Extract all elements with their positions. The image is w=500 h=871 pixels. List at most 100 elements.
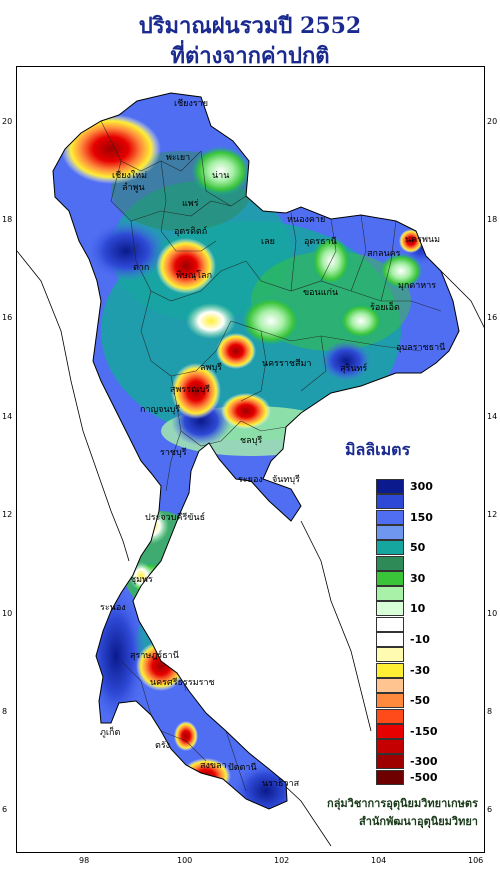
right-tick-10: 10 bbox=[487, 609, 498, 618]
place-label-nakhonphanom: นครพนม bbox=[405, 235, 441, 245]
place-label-phrae: แพร่ bbox=[182, 199, 199, 209]
place-label-prachuap: ประจวบคีรีขันธ์ bbox=[145, 513, 206, 523]
place-label-lamphun: ลำพูน bbox=[122, 183, 145, 193]
right-tick-20: 20 bbox=[487, 117, 498, 126]
place-label-narathiwat: นราธิวาส bbox=[262, 779, 300, 789]
place-label-nakhonratchasima: นครราชสีมา bbox=[262, 359, 312, 369]
right-tick-16: 16 bbox=[487, 313, 498, 322]
left-tick-10: 10 bbox=[2, 609, 13, 618]
place-label-khonkaen: ขอนแก่น bbox=[303, 288, 339, 298]
left-tick-14: 14 bbox=[2, 412, 13, 421]
place-label-chanthaburi: จันทบุรี bbox=[272, 475, 300, 485]
legend-swatch bbox=[376, 662, 404, 678]
footer-line2: สำนักพัฒนาอุตุนิยมวิทยา bbox=[359, 815, 478, 828]
bottom-tick-98: 98 bbox=[79, 856, 90, 865]
place-label-pattani: ปัตตานี bbox=[228, 763, 257, 773]
left-tick-12: 12 bbox=[2, 510, 13, 519]
place-label-chumphon: ชุมพร bbox=[130, 575, 153, 585]
legend-label: 10 bbox=[410, 602, 426, 616]
legend-label: 30 bbox=[410, 571, 426, 585]
place-label-chiangmai: เชียงใหม่ bbox=[112, 171, 148, 181]
province-boundaries bbox=[100, 120, 442, 792]
legend-swatch bbox=[376, 677, 404, 693]
legend-label: -300 bbox=[410, 755, 438, 769]
legend-swatch bbox=[376, 739, 404, 755]
place-label-chiangrai: เชียงราย bbox=[174, 99, 209, 109]
legend-swatch bbox=[376, 555, 404, 571]
bottom-tick-106: 106 bbox=[468, 856, 484, 865]
footer-line1: กลุ่มวิชาการอุตุนิยมวิทยาเกษตร bbox=[327, 797, 478, 810]
place-label-mukdahan: มุกดาหาร bbox=[398, 281, 437, 291]
left-tick-20: 20 bbox=[2, 117, 13, 126]
place-label-trang: ตรัง bbox=[155, 741, 171, 751]
map-frame bbox=[16, 66, 485, 853]
right-tick-8: 8 bbox=[487, 707, 493, 716]
legend-swatch bbox=[376, 586, 404, 602]
legend-swatch bbox=[376, 494, 404, 510]
left-tick-16: 16 bbox=[2, 313, 13, 322]
place-label-rayong: ระยอง bbox=[238, 475, 263, 485]
place-label-chonburi: ชลบุรี bbox=[240, 436, 263, 446]
right-tick-18: 18 bbox=[487, 215, 498, 224]
place-label-nan: น่าน bbox=[212, 171, 230, 181]
legend-label: -30 bbox=[410, 663, 430, 677]
laos-border-line bbox=[440, 270, 484, 328]
left-tick-8: 8 bbox=[2, 707, 8, 716]
place-label-roiet: ร้อยเอ็ด bbox=[370, 303, 400, 313]
place-label-sakonnakhon: สกลนคร bbox=[367, 249, 401, 259]
legend-swatch bbox=[376, 708, 404, 724]
legend-label: 150 bbox=[410, 510, 433, 524]
legend-swatch bbox=[376, 540, 404, 556]
bottom-tick-100: 100 bbox=[177, 856, 193, 865]
legend-label: -10 bbox=[410, 633, 430, 646]
left-tick-6: 6 bbox=[2, 805, 8, 814]
place-label-songkhla: สงขลา bbox=[200, 761, 227, 771]
legend-swatch bbox=[376, 524, 404, 540]
right-tick-12: 12 bbox=[487, 510, 498, 519]
legend-swatch bbox=[376, 647, 404, 663]
legend-swatch bbox=[376, 479, 404, 494]
place-label-loei: เลย bbox=[261, 237, 275, 247]
legend-swatch bbox=[376, 754, 404, 770]
bottom-tick-102: 102 bbox=[274, 856, 290, 865]
thailand-border bbox=[52, 92, 460, 810]
right-tick-14: 14 bbox=[487, 412, 498, 421]
legend-swatch bbox=[376, 616, 404, 632]
bottom-tick-104: 104 bbox=[371, 856, 387, 865]
place-label-surin: สุรินทร์ bbox=[340, 364, 368, 374]
place-label-nakhonsithammarat: นครศรีธรรมราช bbox=[150, 678, 215, 688]
legend-swatch bbox=[376, 509, 404, 525]
place-label-tak: ตาก bbox=[133, 263, 150, 273]
place-label-ubon: อุบลราชธานี bbox=[396, 343, 446, 353]
left-tick-18: 18 bbox=[2, 215, 13, 224]
place-label-ratchaburi: ราชบุรี bbox=[160, 448, 187, 458]
legend-label: -500 bbox=[410, 770, 438, 784]
place-label-phayao: พะเยา bbox=[166, 153, 191, 163]
legend-title: มิลลิเมตร bbox=[345, 440, 411, 459]
legend-swatch bbox=[376, 601, 404, 617]
legend-label: 50 bbox=[410, 541, 426, 555]
right-tick-6: 6 bbox=[487, 805, 493, 814]
place-label-uttaradit: อุตรดิตถ์ bbox=[174, 227, 208, 237]
place-label-udonthani: อุดรธานี bbox=[304, 237, 337, 247]
map-title-line2: ที่ต่างจากค่าปกติ bbox=[170, 43, 330, 69]
place-label-kanchanaburi: กาญจนบุรี bbox=[140, 405, 181, 415]
place-label-nongkhai: หนองคาย bbox=[287, 215, 326, 225]
legend-swatch bbox=[376, 769, 404, 785]
legend-label: -50 bbox=[410, 694, 430, 708]
place-label-suratthani: สุราษฎร์ธานี bbox=[130, 651, 179, 661]
vietnam-coast-line bbox=[300, 520, 372, 732]
place-label-lopburi: ลพบุรี bbox=[200, 363, 222, 373]
myanmar-coast-line bbox=[17, 250, 130, 562]
legend-label: 300 bbox=[410, 480, 433, 493]
legend-swatch bbox=[376, 570, 404, 586]
legend-swatch bbox=[376, 632, 404, 647]
map-title-line1: ปริมาณฝนรวมปี 2552 bbox=[138, 13, 362, 39]
legend-swatch bbox=[376, 723, 404, 739]
place-label-phitsanulok: พิษณุโลก bbox=[176, 271, 213, 281]
legend-label: -150 bbox=[410, 724, 438, 738]
place-label-ranong: ระนอง bbox=[100, 603, 126, 613]
place-label-suphanburi: สุพรรณบุรี bbox=[170, 385, 210, 395]
place-label-phuket: ภูเก็ต bbox=[100, 728, 121, 738]
legend-swatch bbox=[376, 693, 404, 709]
